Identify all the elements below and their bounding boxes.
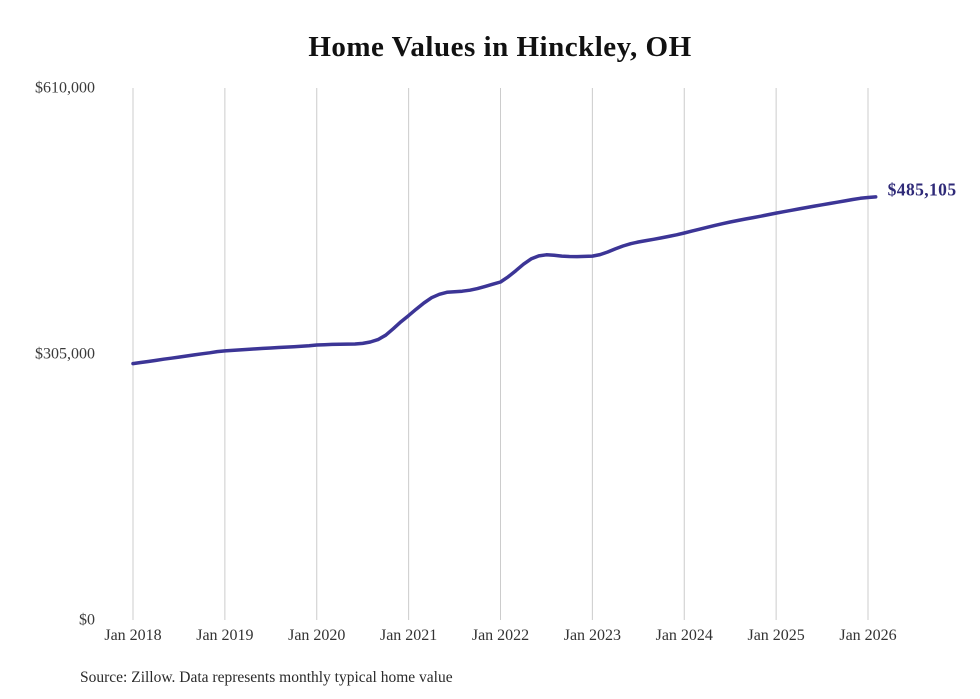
latest-value-label: $485,105 bbox=[887, 179, 957, 200]
x-tick-jan-2022: Jan 2022 bbox=[471, 627, 530, 644]
x-tick-jan-2020: Jan 2020 bbox=[288, 627, 346, 644]
source-note: Source: Zillow. Data represents monthly … bbox=[80, 669, 453, 686]
y-tick-305000: $305,000 bbox=[35, 345, 95, 363]
x-tick-jan-2023: Jan 2023 bbox=[563, 627, 622, 644]
y-tick-0: $0 bbox=[79, 611, 95, 629]
x-tick-jan-2021: Jan 2021 bbox=[379, 627, 438, 644]
x-tick-jan-2019: Jan 2019 bbox=[196, 627, 254, 644]
x-tick-jan-2018: Jan 2018 bbox=[104, 627, 162, 644]
y-tick-610000: $610,000 bbox=[35, 79, 95, 97]
x-tick-jan-2025: Jan 2025 bbox=[747, 627, 805, 644]
chart-title: Home Values in Hinckley, OH bbox=[308, 31, 692, 63]
home-value-line-series bbox=[131, 195, 878, 366]
year-gridlines bbox=[132, 88, 869, 620]
x-tick-jan-2024: Jan 2024 bbox=[655, 627, 713, 644]
x-tick-jan-2026: Jan 2026 bbox=[839, 627, 897, 644]
